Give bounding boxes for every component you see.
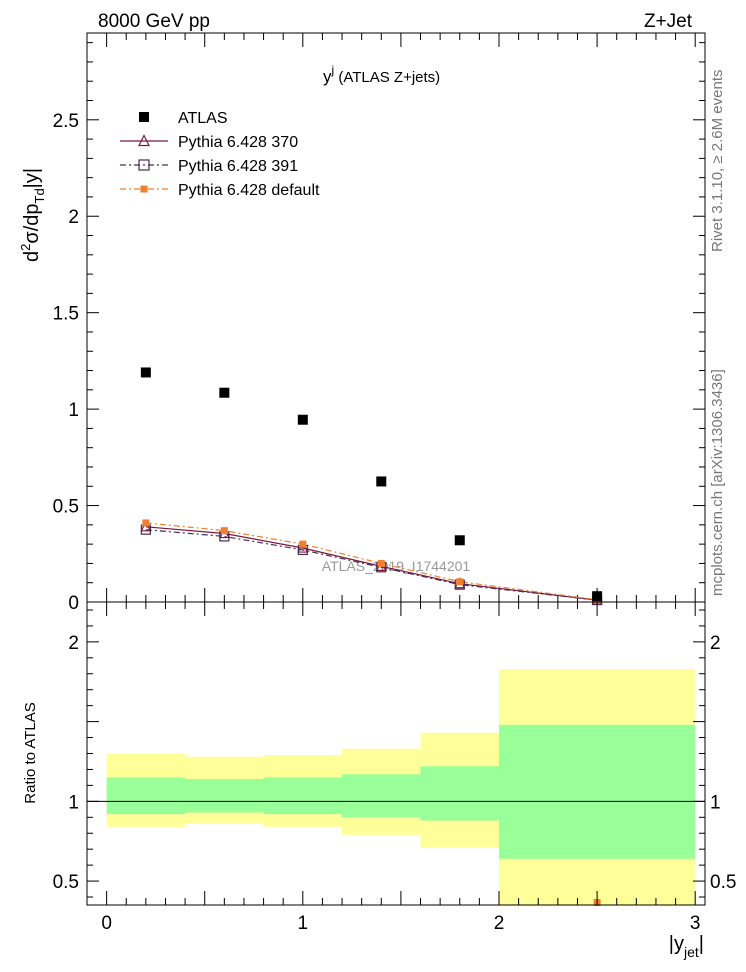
inner-band: [185, 779, 264, 813]
y-tick-label: 0.5: [53, 497, 79, 518]
legend-label: Pythia 6.428 default: [178, 182, 320, 199]
inner-band: [499, 724, 696, 859]
legend-marker: [138, 159, 150, 171]
analysis-watermark: ATLAS_2019_I1744201: [322, 558, 471, 574]
inner-band: [342, 774, 421, 818]
y-tick-label: 1: [68, 400, 79, 421]
ratio-y-tick-label: 0.5: [53, 872, 79, 893]
legend-label: Pythia 6.428 370: [178, 134, 298, 151]
legend-marker: [138, 134, 150, 147]
legend-entry: Pythia 6.428 370: [120, 134, 298, 151]
ratio-y-tick-label-right: 1: [710, 792, 721, 813]
legend-entry: Pythia 6.428 default: [120, 182, 320, 199]
series-line: [145, 522, 598, 601]
ratio-y-axis-label: Ratio to ATLAS: [22, 702, 39, 803]
mcplots-label: mcplots.cern.ch [arXiv:1306.3436]: [709, 369, 726, 596]
inner-band: [420, 766, 499, 821]
data-point: [219, 387, 230, 398]
main-series-layer: [140, 367, 603, 606]
data-point: [299, 540, 307, 548]
x-tick-label: 0: [101, 913, 112, 934]
data-point: [376, 476, 387, 487]
y-tick-label: 2: [68, 207, 79, 228]
data-point: [454, 535, 465, 546]
data-point: [297, 414, 308, 425]
legend: ATLAS Pythia 6.428 370 Pythia 6.428 391 Pyt…: [120, 110, 320, 199]
legend-marker: [139, 112, 149, 122]
ratio-y-tick-label: 2: [68, 633, 79, 654]
y-tick-label: 1.5: [53, 304, 79, 325]
series-line: [145, 526, 598, 601]
data-point: [140, 367, 151, 378]
data-point: [456, 578, 464, 586]
legend-marker: [140, 185, 148, 193]
ratio-y-tick-label: 1: [68, 792, 79, 813]
ratio-panel: 0.5 0.5 1 1 2 2 0 1 2 3 Ratio to ATLAS |yjet|: [22, 601, 736, 960]
main-axis-ticks: 0 0.5 1 1.5 2 2.5: [53, 33, 705, 614]
inner-band: [106, 777, 186, 815]
data-point: [592, 591, 603, 602]
x-axis-label: |yjet|: [669, 933, 704, 960]
main-panel: 0 0.5 1 1.5 2 2.5 ATLAS_2019_I1744201 yj (ATL…: [18, 32, 706, 614]
legend-entry: Pythia 6.428 391: [120, 158, 298, 175]
inner-band: [263, 777, 343, 815]
process-label: Z+Jet: [644, 11, 693, 32]
energy-label: 8000 GeV pp: [98, 11, 210, 32]
data-point: [377, 559, 385, 567]
x-tick-label: 2: [494, 913, 505, 934]
x-tick-label: 3: [690, 913, 701, 934]
ratio-y-tick-label-right: 2: [710, 633, 721, 654]
ratio-uncertainty-bands: [87, 668, 705, 906]
main-y-axis-label: d2σ/dpTd|y|: [18, 168, 47, 262]
x-tick-label: 1: [298, 913, 309, 934]
ratio-axis-ticks: 0.5 0.5 1 1 2 2 0 1 2 3: [53, 602, 736, 934]
data-point: [220, 527, 228, 535]
y-tick-label: 2.5: [53, 111, 79, 132]
rivet-label: Rivet 3.1.10, ≥ 2.6M events: [709, 70, 726, 253]
series-line: [145, 529, 598, 601]
legend-entry: ATLAS: [139, 110, 228, 127]
ratio-y-tick-label-right: 0.5: [710, 872, 736, 893]
legend-label: ATLAS: [178, 110, 228, 127]
data-point: [142, 519, 150, 527]
plot-title: yj (ATLAS Z+jets): [323, 63, 440, 86]
y-tick-label: 0: [68, 593, 79, 614]
legend-label: Pythia 6.428 391: [178, 158, 298, 175]
